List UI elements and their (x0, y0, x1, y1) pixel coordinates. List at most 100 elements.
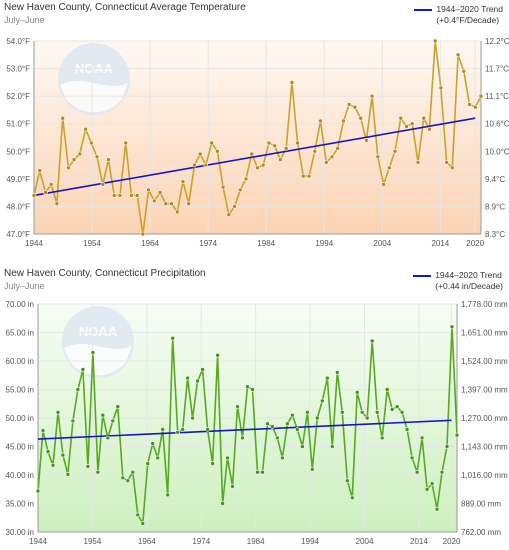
data-point (60, 115, 66, 121)
data-point (270, 424, 275, 429)
data-point (165, 492, 170, 498)
data-point (272, 143, 278, 149)
data-point (359, 410, 365, 415)
data-point (255, 165, 260, 171)
data-point (260, 469, 265, 475)
data-point (37, 168, 43, 173)
data-point (94, 154, 100, 160)
data-point (358, 115, 364, 121)
x-tick-label: 1974 (192, 537, 210, 546)
data-point (289, 80, 295, 85)
data-point (374, 410, 380, 415)
chart-title: New Haven County, Connecticut Average Te… (4, 2, 246, 13)
data-point (245, 384, 250, 389)
data-point (226, 212, 232, 217)
data-point (364, 415, 370, 421)
data-point (349, 495, 355, 501)
data-point (50, 463, 56, 468)
y-tick-label-left: 50.0°F (6, 147, 30, 156)
data-point (398, 115, 404, 121)
data-point (180, 427, 185, 432)
data-point (285, 421, 290, 426)
data-point (105, 435, 111, 441)
data-point (352, 104, 358, 110)
y-tick-label-left: 45.00 in (6, 443, 34, 452)
data-point (175, 430, 180, 435)
noaa-logo: NOAA (58, 43, 130, 115)
y-tick-label-right: 1,016.00 mm (461, 471, 508, 480)
data-point (409, 121, 415, 126)
data-point (275, 435, 280, 441)
chart-legend[interactable]: 1944–2020 Trend (+0.4°F/Decade) (414, 4, 503, 26)
x-tick-label: 1954 (84, 537, 102, 546)
data-point (40, 428, 46, 433)
x-tick-label: 1984 (257, 239, 275, 248)
x-tick-label: 2020 (466, 239, 484, 248)
data-point (386, 165, 392, 171)
data-point (115, 404, 121, 409)
chart-subtitle: July–June (4, 15, 45, 25)
data-point (250, 387, 255, 392)
data-point (140, 231, 146, 237)
data-point (323, 160, 329, 165)
data-point (249, 151, 255, 157)
trend-line (33, 117, 476, 197)
data-point (449, 165, 455, 171)
data-point (160, 427, 165, 432)
data-point (354, 390, 360, 395)
data-point (427, 126, 432, 132)
data-point (421, 115, 427, 121)
y-tick-label-right: 1,778.00 mm (461, 300, 508, 309)
data-point (55, 410, 61, 415)
data-point (324, 375, 330, 381)
data-point (283, 146, 289, 151)
data-point (439, 469, 445, 475)
data-point (106, 157, 111, 162)
data-point (461, 69, 467, 74)
y-tick-label-left: 50.00 in (6, 414, 34, 423)
y-tick-label-left: 30.00 in (6, 528, 34, 537)
data-point (339, 410, 345, 415)
noaa-logo-wave (60, 81, 128, 113)
data-point (157, 190, 163, 195)
y-tick-label-left: 47.0°F (6, 230, 30, 239)
y-tick-label-right: 1,270.00 mm (461, 414, 508, 423)
y-tick-label-right: 10.0°C (485, 147, 509, 156)
data-point (309, 467, 315, 472)
data-point (197, 151, 203, 157)
y-tick-label-left: 54.0°F (6, 37, 30, 46)
data-point (266, 140, 272, 146)
y-tick-label-right: 889.00 mm (461, 500, 501, 509)
data-point (369, 93, 375, 99)
chart-subtitle: July–June (4, 281, 45, 291)
x-tick-label: 2004 (373, 239, 391, 248)
data-point (130, 469, 136, 475)
data-point (230, 484, 235, 489)
y-tick-label-left: 60.00 in (6, 357, 34, 366)
data-point (170, 335, 175, 341)
data-point (54, 201, 60, 206)
legend-trend-rate: (+0.4°F/Decade) (436, 15, 500, 25)
data-point (243, 176, 249, 182)
chart-legend[interactable]: 1944–2020 Trend (+0.44 in/Decade) (413, 270, 503, 292)
data-point (140, 521, 146, 526)
data-point (306, 173, 312, 179)
data-point (48, 182, 54, 187)
data-point (394, 404, 400, 409)
noaa-logo: NOAA (62, 306, 134, 378)
data-point (305, 410, 310, 415)
data-point (120, 475, 126, 481)
x-tick-label: 1964 (138, 537, 156, 546)
y-tick-label-right: 8.3°C (485, 230, 505, 239)
data-point (220, 501, 225, 506)
data-point (100, 182, 106, 187)
y-tick-label-left: 48.0°F (6, 202, 30, 211)
data-point (300, 173, 306, 179)
data-point (295, 140, 300, 146)
data-point (389, 407, 395, 412)
data-point (100, 412, 106, 418)
data-point (45, 449, 51, 454)
data-point (169, 201, 174, 206)
data-point (110, 418, 116, 424)
y-tick-label-left: 35.00 in (6, 500, 34, 509)
